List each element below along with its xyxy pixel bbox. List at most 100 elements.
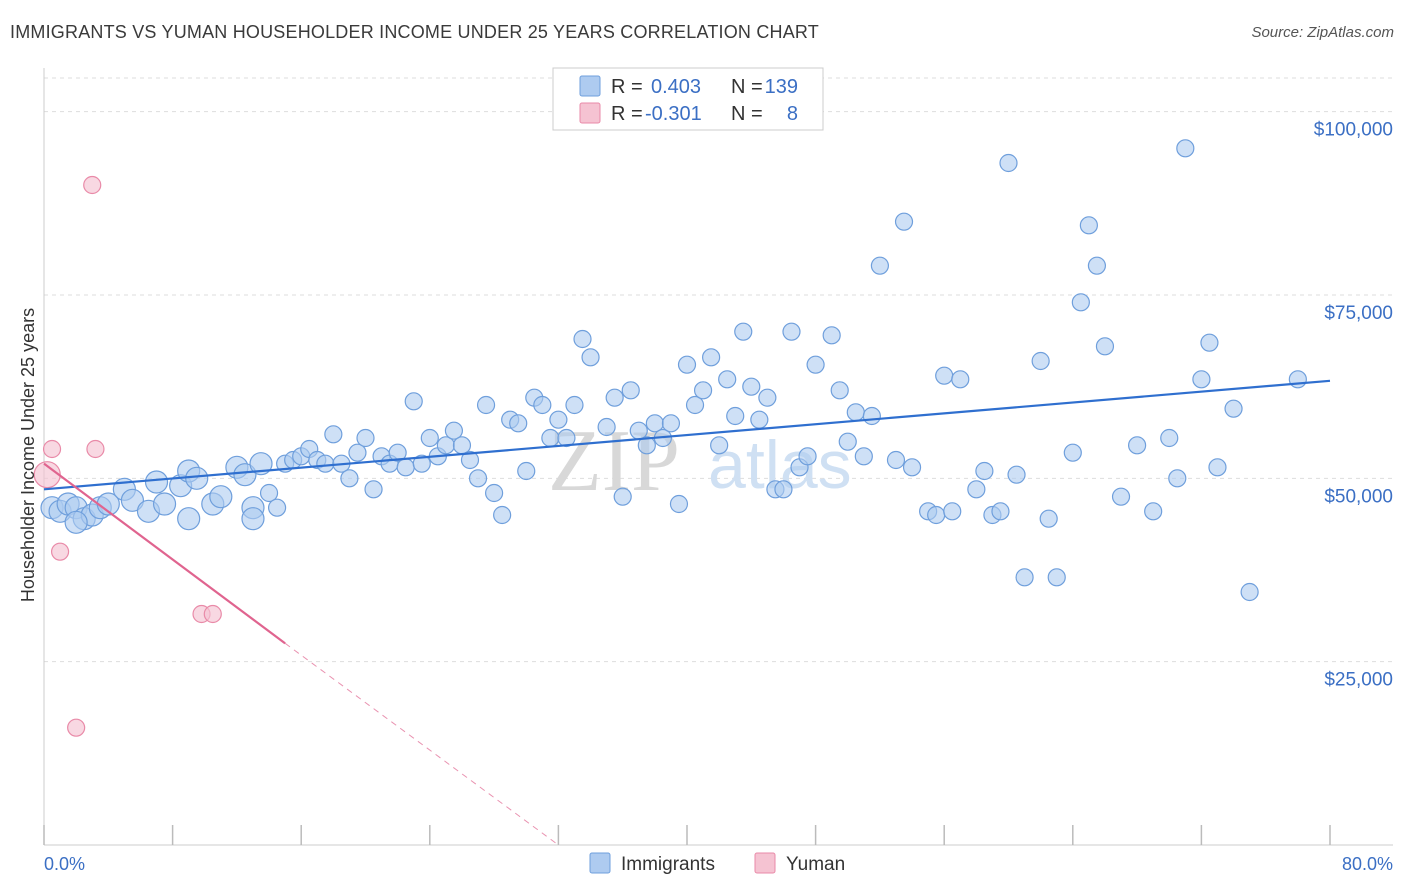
immigrants-point-22 bbox=[259, 483, 279, 503]
immigrants-point-83 bbox=[758, 388, 777, 407]
immigrants-point-120 bbox=[1111, 487, 1131, 506]
immigrants-point-61 bbox=[573, 329, 592, 349]
immigrants-point-127 bbox=[1200, 333, 1219, 352]
immigrants-point-19 bbox=[233, 463, 257, 487]
immigrants-point-60 bbox=[565, 395, 584, 415]
immigrants-point-119 bbox=[1095, 337, 1115, 356]
immigrants-point-68 bbox=[637, 436, 656, 455]
yuman-point-7 bbox=[203, 604, 222, 624]
immigrants-point-124 bbox=[1168, 469, 1187, 488]
yuman-trend-line bbox=[43, 462, 286, 645]
immigrants-point-59 bbox=[557, 428, 576, 448]
immigrants-point-122 bbox=[1144, 502, 1163, 521]
legend-r-label-2: R = bbox=[611, 103, 643, 125]
immigrants-point-134 bbox=[64, 510, 88, 534]
x-tick-min: 0.0% bbox=[44, 854, 85, 874]
immigrants-point-88 bbox=[798, 447, 817, 466]
immigrants-point-121 bbox=[1127, 436, 1147, 455]
immigrants-point-114 bbox=[1047, 568, 1066, 587]
immigrants-point-118 bbox=[1087, 256, 1107, 275]
immigrants-point-56 bbox=[533, 395, 552, 415]
chart-title: IMMIGRANTS VS YUMAN HOUSEHOLDER INCOME U… bbox=[10, 22, 819, 42]
immigrants-point-38 bbox=[388, 443, 407, 462]
immigrants-point-102 bbox=[935, 366, 954, 385]
immigrants-point-106 bbox=[975, 461, 994, 481]
immigrants-point-99 bbox=[902, 458, 922, 477]
immigrants-point-34 bbox=[356, 428, 375, 448]
immigrants-point-133 bbox=[241, 507, 265, 531]
immigrants-point-86 bbox=[782, 322, 801, 341]
yuman-points bbox=[33, 175, 222, 737]
yuman-point-4 bbox=[83, 175, 102, 195]
immigrants-point-93 bbox=[846, 403, 865, 422]
immigrants-point-53 bbox=[509, 414, 528, 433]
immigrants-point-21 bbox=[249, 452, 273, 476]
legend-r-value-2: -0.301 bbox=[645, 103, 702, 125]
y-tick-label-3: $100,000 bbox=[1314, 120, 1393, 141]
immigrants-point-30 bbox=[324, 425, 343, 444]
immigrants-point-74 bbox=[685, 395, 705, 415]
legend-n-label-1: N = bbox=[731, 76, 763, 98]
legend-n-label-2: N = bbox=[731, 103, 763, 125]
immigrants-point-103 bbox=[943, 502, 962, 521]
immigrants-point-82 bbox=[750, 410, 769, 429]
immigrants-point-125 bbox=[1176, 139, 1195, 158]
immigrants-point-57 bbox=[541, 428, 560, 448]
immigrants-point-94 bbox=[854, 447, 873, 466]
immigrants-point-12 bbox=[152, 492, 177, 516]
immigrants-point-115 bbox=[1063, 443, 1082, 462]
immigrants-point-9 bbox=[120, 488, 145, 512]
source-credit: Source: ZipAtlas.com bbox=[1251, 24, 1394, 41]
immigrants-point-23 bbox=[267, 498, 287, 517]
immigrants-point-90 bbox=[822, 326, 841, 345]
immigrants-point-58 bbox=[549, 410, 568, 429]
immigrants-point-112 bbox=[1031, 351, 1050, 371]
immigrants-point-65 bbox=[613, 487, 632, 506]
legend-swatch-immigrants bbox=[579, 75, 601, 97]
immigrants-point-40 bbox=[404, 392, 423, 411]
bottom-legend-immigrants: Immigrants bbox=[621, 854, 715, 875]
immigrants-point-130 bbox=[1240, 582, 1259, 602]
immigrants-point-77 bbox=[710, 436, 729, 455]
y-axis-label: Householder Income Under 25 years bbox=[18, 308, 38, 602]
legend-swatch-yuman bbox=[579, 102, 601, 124]
y-tick-label-0: $25,000 bbox=[1324, 670, 1393, 691]
immigrants-point-123 bbox=[1160, 428, 1179, 448]
trend-lines bbox=[43, 379, 1331, 846]
yuman-point-5 bbox=[86, 439, 105, 459]
immigrants-point-47 bbox=[460, 450, 480, 470]
immigrants-point-101 bbox=[927, 505, 946, 525]
legend-r-label-1: R = bbox=[611, 76, 643, 98]
immigrants-point-73 bbox=[677, 355, 697, 374]
immigrants-point-129 bbox=[1224, 399, 1243, 418]
immigrants-point-131 bbox=[1288, 370, 1307, 389]
yuman-point-3 bbox=[67, 718, 86, 737]
immigrants-point-110 bbox=[1007, 465, 1026, 484]
bottom-legend-yuman: Yuman bbox=[786, 854, 845, 875]
yuman-trend-extension bbox=[284, 642, 559, 846]
immigrants-point-63 bbox=[597, 417, 616, 437]
immigrants-point-78 bbox=[718, 370, 737, 389]
immigrants-point-71 bbox=[661, 414, 681, 433]
immigrants-point-72 bbox=[669, 494, 689, 514]
immigrants-point-50 bbox=[485, 483, 504, 503]
bottom-legend-swatch-yuman bbox=[754, 852, 776, 874]
immigrants-point-35 bbox=[364, 480, 383, 499]
immigrants-point-54 bbox=[517, 461, 536, 481]
immigrants-point-66 bbox=[621, 381, 640, 400]
x-tick-max: 80.0% bbox=[1342, 854, 1393, 874]
legend-n-value-2: 8 bbox=[787, 103, 798, 125]
immigrants-point-17 bbox=[209, 485, 233, 509]
immigrants-point-132 bbox=[177, 507, 201, 531]
bottom-legend: Immigrants Yuman bbox=[589, 852, 845, 875]
immigrants-point-79 bbox=[726, 406, 745, 426]
bottom-legend-swatch-immigrants bbox=[589, 852, 611, 874]
immigrants-point-15 bbox=[185, 466, 209, 490]
immigrants-point-49 bbox=[476, 395, 496, 415]
immigrants-point-97 bbox=[886, 450, 906, 470]
grid-lines bbox=[44, 77, 1393, 663]
immigrants-point-105 bbox=[967, 480, 986, 499]
immigrants-point-104 bbox=[951, 370, 970, 389]
immigrants-point-108 bbox=[991, 502, 1010, 521]
y-tick-label-1: $50,000 bbox=[1324, 486, 1393, 507]
